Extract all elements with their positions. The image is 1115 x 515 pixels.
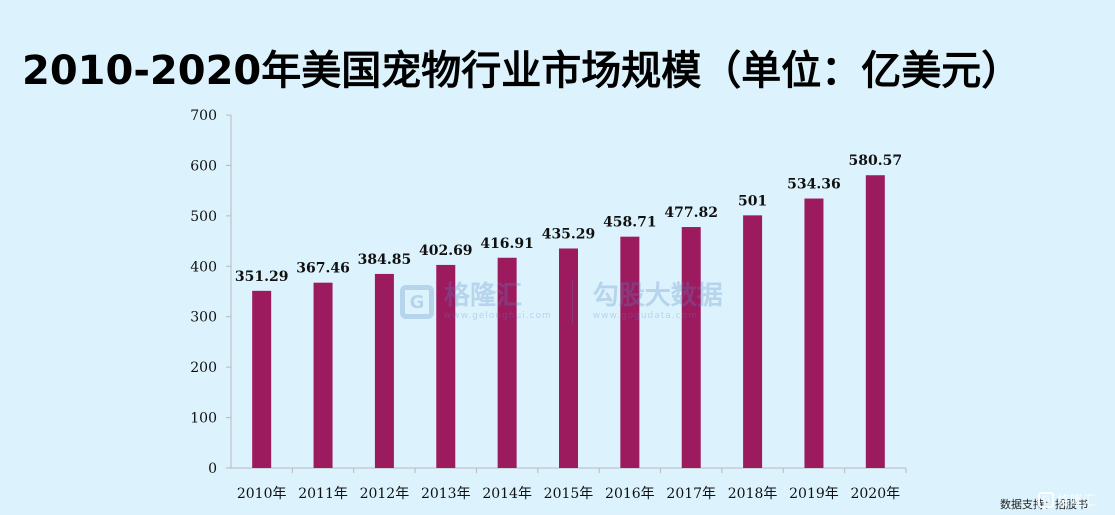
bar-2020年 bbox=[865, 175, 885, 468]
bar-2010年 bbox=[252, 290, 272, 468]
y-tick-label: 600 bbox=[190, 158, 217, 174]
bar-2013年 bbox=[436, 264, 456, 468]
x-category-label: 2012年 bbox=[360, 486, 410, 502]
x-category-label: 2013年 bbox=[421, 486, 471, 502]
data-label: 501 bbox=[738, 193, 767, 209]
bar-2012年 bbox=[374, 273, 394, 468]
bar-2011年 bbox=[313, 282, 333, 468]
data-label: 477.82 bbox=[664, 205, 718, 221]
data-label: 384.85 bbox=[358, 252, 412, 268]
data-label: 367.46 bbox=[296, 261, 350, 277]
bar-2017年 bbox=[681, 227, 701, 468]
data-label: 351.29 bbox=[235, 269, 289, 285]
y-tick-label: 400 bbox=[190, 259, 217, 275]
corner-logo: G 格隆汇 bbox=[1038, 490, 1096, 509]
bar-2019年 bbox=[804, 198, 824, 468]
data-label: 416.91 bbox=[480, 236, 534, 252]
x-category-label: 2018年 bbox=[728, 486, 778, 502]
source-note: 数据支持：招股书 bbox=[1000, 498, 1088, 511]
y-tick-label: 0 bbox=[208, 461, 217, 477]
y-tick-label: 200 bbox=[190, 360, 217, 376]
x-category-label: 2014年 bbox=[482, 486, 532, 502]
data-label: 534.36 bbox=[787, 177, 841, 193]
chart-title: 2010-2020年美国宠物行业市场规模（单位：亿美元） bbox=[22, 48, 1022, 94]
corner-logo-icon: G bbox=[1038, 491, 1054, 508]
y-tick-label: 700 bbox=[190, 108, 217, 124]
x-category-label: 2017年 bbox=[666, 486, 716, 502]
y-tick-label: 100 bbox=[190, 411, 217, 427]
corner-brand: 格隆汇 bbox=[1057, 494, 1097, 509]
bar-2014年 bbox=[497, 257, 517, 468]
bar-2015年 bbox=[559, 248, 578, 468]
y-tick-label: 500 bbox=[190, 209, 217, 225]
x-category-label: 2015年 bbox=[544, 486, 594, 502]
x-category-label: 2011年 bbox=[298, 486, 348, 502]
x-category-label: 2019年 bbox=[789, 486, 839, 502]
x-category-label: 2010年 bbox=[237, 486, 287, 502]
data-label: 435.29 bbox=[542, 226, 596, 242]
data-label: 402.69 bbox=[419, 243, 473, 259]
data-label: 458.71 bbox=[603, 215, 657, 231]
y-tick-label: 300 bbox=[190, 310, 217, 326]
x-category-label: 2016年 bbox=[605, 486, 655, 502]
bar-2016年 bbox=[620, 236, 640, 468]
data-label: 580.57 bbox=[849, 153, 903, 169]
x-category-label: 2020年 bbox=[850, 486, 900, 502]
bar-2018年 bbox=[743, 215, 763, 468]
